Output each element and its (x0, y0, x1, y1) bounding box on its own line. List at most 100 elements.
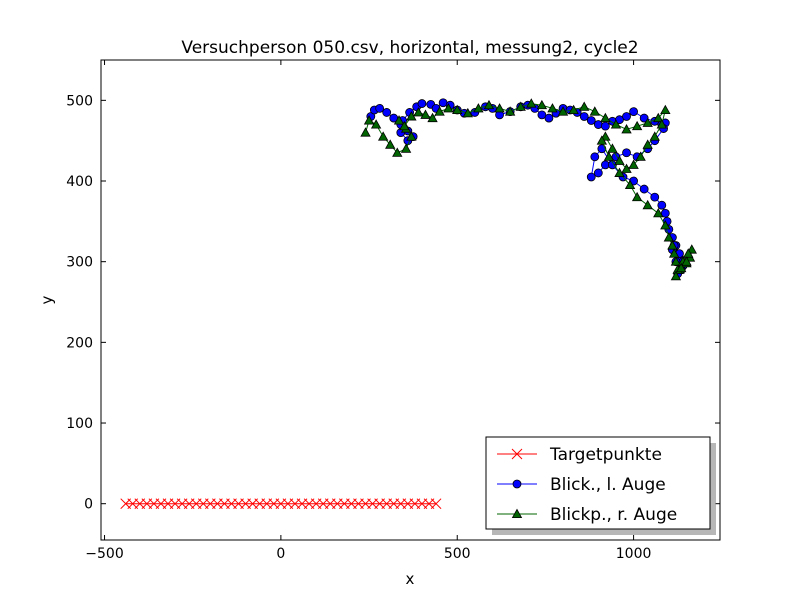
data-point-blickp-r-auge (596, 135, 608, 145)
data-point-blick-l-auge (586, 172, 596, 182)
data-point-blickp-r-auge (462, 107, 473, 118)
data-point-blickp-r-auge (681, 256, 692, 266)
data-point-blickp-r-auge (483, 99, 495, 110)
y-tick-label: 0 (84, 497, 93, 513)
data-point-blickp-r-auge (377, 131, 389, 141)
data-point-blickp-r-auge (420, 109, 431, 119)
data-point-blickp-r-auge (663, 232, 675, 242)
data-point-blickp-r-auge (642, 117, 653, 127)
data-point-blickp-r-auge (413, 107, 424, 117)
data-point-blickp-r-auge (504, 106, 516, 116)
data-point-blick-l-auge (615, 115, 624, 125)
data-point-blick-l-auge (375, 104, 385, 113)
data-point-blick-l-auge (622, 148, 631, 158)
data-point-blickp-r-auge (547, 103, 558, 113)
data-point-blickp-r-auge (614, 167, 625, 177)
data-point-blick-l-auge (600, 121, 610, 131)
data-point-blickp-r-auge (600, 112, 611, 123)
legend-label: Blick., l. Auge (550, 475, 666, 495)
data-point-blickp-r-auge (400, 143, 412, 153)
data-point-blickp-r-auge (642, 139, 653, 149)
data-point-blickp-r-auge (628, 159, 639, 169)
data-point-blickp-r-auge (621, 124, 632, 134)
data-point-blickp-r-auge (392, 147, 403, 157)
data-point-blickp-r-auge (526, 98, 537, 108)
data-point-blickp-r-auge (683, 248, 694, 258)
data-point-blickp-r-auge (494, 103, 505, 113)
data-point-blickp-r-auge (399, 120, 410, 131)
x-axis-label: x (406, 570, 415, 588)
data-point-blickp-r-auge (363, 115, 375, 125)
data-point-blickp-r-auge (653, 207, 664, 218)
data-point-targetpunkte (430, 498, 442, 510)
data-point-blick-l-auge (629, 107, 638, 117)
data-point-blickp-r-auge (624, 179, 636, 190)
data-point-blickp-r-auge (656, 119, 667, 129)
data-point-blickp-r-auge (676, 262, 687, 273)
data-point-blickp-r-auge (670, 256, 682, 266)
data-point-blickp-r-auge (536, 99, 548, 110)
x-tick-label: 500 (444, 546, 471, 562)
legend-marker-blickp-r-auge (511, 508, 523, 518)
data-point-blick-l-auge (417, 99, 427, 108)
data-point-blickp-r-auge (443, 103, 454, 113)
data-point-blickp-r-auge (568, 104, 579, 115)
data-point-blickp-r-auge (621, 163, 632, 173)
data-point-blickp-r-auge (434, 106, 445, 116)
chart-title: Versuchperson 050.csv, horizontal, messu… (181, 38, 638, 58)
data-point-blickp-r-auge (515, 101, 526, 111)
axis-ticks: −500 0 500 1000 0 100 200 300 400 500 (66, 60, 720, 562)
legend-marker-blick-l-auge (512, 479, 522, 489)
data-point-blickp-r-auge (631, 120, 643, 131)
data-point-blick-l-auge (608, 160, 617, 170)
data-point-blick-l-auge (622, 112, 631, 121)
data-point-blickp-r-auge (649, 131, 660, 141)
legend-marker-targetpunkte (511, 448, 523, 460)
data-point-blickp-r-auge (589, 106, 600, 116)
data-point-blick-l-auge (579, 112, 589, 121)
data-point-blickp-r-auge (614, 155, 625, 165)
data-point-blickp-r-auge (670, 270, 682, 281)
data-point-blickp-r-auge (393, 115, 405, 125)
legend-item-blick-l-auge: Blick., l. Auge (497, 475, 666, 495)
y-tick-label: 200 (66, 335, 93, 351)
data-point-blick-l-auge (590, 152, 600, 162)
data-point-blickp-r-auge (610, 119, 622, 129)
series-blickp-r-auge (360, 98, 697, 281)
legend-label: Blickp., r. Auge (550, 505, 677, 525)
data-point-blickp-r-auge (370, 119, 382, 129)
series-targetpunkte (120, 498, 442, 510)
y-tick-label: 400 (66, 174, 93, 190)
data-point-blickp-r-auge (667, 240, 678, 250)
data-point-blick-l-auge (382, 108, 392, 117)
data-point-blickp-r-auge (557, 106, 569, 116)
data-point-blickp-r-auge (631, 191, 643, 202)
x-tick-label: −500 (85, 546, 123, 562)
data-point-blickp-r-auge (653, 112, 664, 123)
y-tick-label: 300 (66, 255, 93, 271)
data-point-blick-l-auge (593, 168, 603, 178)
data-point-blickp-r-auge (668, 248, 680, 258)
x-tick-label: 0 (276, 546, 285, 562)
data-point-blickp-r-auge (603, 151, 615, 161)
data-point-blick-l-auge (639, 113, 649, 123)
data-point-blick-l-auge (650, 192, 660, 202)
plot-area (120, 98, 697, 510)
legend: Targetpunkte Blick., l. Auge Blickp., r. A… (485, 436, 716, 535)
data-point-blick-l-auge (660, 208, 670, 218)
series-blick-l-auge (366, 98, 688, 279)
legend-item-blickp-r-auge: Blickp., r. Auge (497, 505, 677, 525)
data-point-blickp-r-auge (607, 143, 618, 153)
data-point-blickp-r-auge (473, 103, 484, 113)
data-point-blickp-r-auge (360, 127, 371, 137)
legend-item-targetpunkte: Targetpunkte (497, 445, 662, 465)
data-point-blick-l-auge (586, 116, 596, 125)
data-point-blick-l-auge (537, 110, 547, 120)
data-point-blickp-r-auge (635, 151, 646, 161)
data-point-blickp-r-auge (660, 220, 671, 230)
data-point-blick-l-auge (639, 184, 649, 194)
axes-frame (100, 59, 721, 541)
legend-label: Targetpunkte (549, 445, 662, 465)
data-point-blickp-r-auge (660, 104, 671, 115)
